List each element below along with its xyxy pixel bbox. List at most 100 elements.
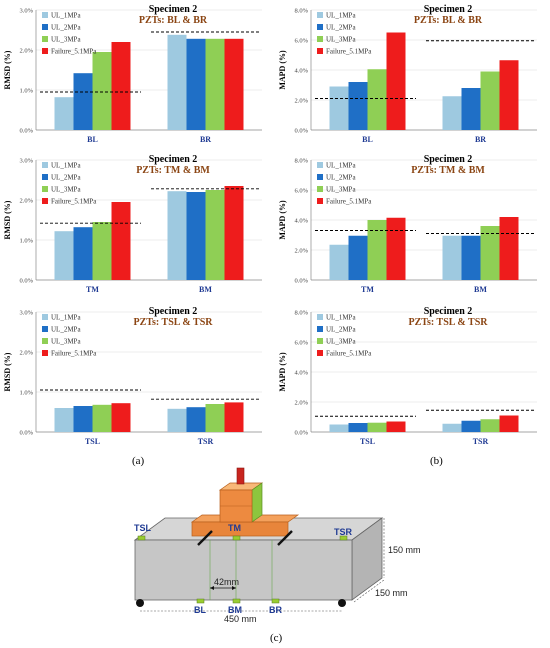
offset-arrow-right [232, 586, 236, 590]
left-roller-support [136, 599, 144, 607]
chart1-legend-label-UL_1MPa: UL_1MPa [326, 12, 356, 20]
dimension-length: 450 mm [224, 614, 257, 624]
chart3-ytick-2: 4.0% [294, 218, 308, 225]
chart0-bar-BL-UL_3MPa [92, 52, 112, 130]
chart0-ytick-3: 3.0% [19, 8, 33, 15]
chart1-ytick-4: 8.0% [294, 8, 308, 15]
chart3-legend-swatch-Failure_5.1MPa [317, 198, 323, 204]
chart5-ytick-4: 8.0% [294, 310, 308, 317]
chart4-subtitle: PZTs: TSL & TSR [133, 317, 213, 328]
chart4-bar-TSL-Failure_5.1MPa [111, 403, 131, 432]
chart1-legend-label-UL_3MPa: UL_3MPa [326, 36, 356, 44]
chart0-bar-BR-Failure_5.1MPa [224, 38, 244, 130]
chart2-bar-TM-Failure_5.1MPa [111, 202, 131, 280]
chart1-title: Specimen 2 [424, 4, 473, 15]
chart5-category-TSL: TSL [360, 437, 375, 446]
chart3-bar-TM-Failure_5.1MPa [386, 217, 406, 280]
chart3-bar-TM-UL_3MPa [367, 220, 387, 280]
chart2-legend-label-Failure_5.1MPa: Failure_5.1MPa [51, 198, 97, 206]
chart1-category-BL: BL [362, 135, 373, 144]
chart-rmsd-tsl-tsr: 0.0% 1.0% 2.0% 3.0% RMSD (%) TSL TSR Specimen 2… [3, 306, 262, 446]
chart1-legend-label-UL_2MPa: UL_2MPa [326, 24, 356, 32]
chart5-legend-swatch-Failure_5.1MPa [317, 350, 323, 356]
chart4-category-TSR: TSR [198, 437, 214, 446]
chart5-legend-swatch-UL_1MPa [317, 314, 323, 320]
chart4-bar-TSL-UL_2MPa [73, 406, 93, 432]
chart1-bar-BL-UL_3MPa [367, 69, 387, 130]
chart0-bar-BL-Failure_5.1MPa [111, 42, 131, 130]
chart2-bar-BM-UL_2MPa [186, 192, 206, 280]
chart5-legend-swatch-UL_2MPa [317, 326, 323, 332]
chart3-bar-BM-UL_2MPa [461, 235, 481, 280]
chart5-ylabel: MAPD (%) [278, 352, 287, 392]
chart4-bar-TSR-UL_3MPa [205, 404, 225, 432]
chart5-bar-TSL-UL_2MPa [348, 423, 368, 432]
chart2-legend-swatch-UL_2MPa [42, 174, 48, 180]
chart3-ylabel: MAPD (%) [278, 200, 287, 240]
chart4-ytick-3: 3.0% [19, 310, 33, 317]
chart2-legend-swatch-UL_1MPa [42, 162, 48, 168]
chart1-bar-BR-Failure_5.1MPa [499, 60, 519, 130]
chart1-ytick-0: 0.0% [294, 128, 308, 135]
chart3-category-TM: TM [361, 285, 374, 294]
chart2-legend-swatch-UL_3MPa [42, 186, 48, 192]
chart0-legend-label-UL_1MPa: UL_1MPa [51, 12, 81, 20]
chart4-category-TSL: TSL [85, 437, 100, 446]
chart5-ytick-1: 2.0% [294, 400, 308, 407]
pzt-tsl-patch [137, 535, 146, 541]
chart0-legend-label-Failure_5.1MPa: Failure_5.1MPa [51, 48, 97, 56]
label-tsr: TSR [334, 527, 353, 537]
chart3-bar-BM-Failure_5.1MPa [499, 217, 519, 280]
chart0-bar-BR-UL_2MPa [186, 38, 206, 130]
chart1-legend-swatch-UL_2MPa [317, 24, 323, 30]
chart5-legend-label-UL_2MPa: UL_2MPa [326, 326, 356, 334]
chart1-legend-swatch-UL_1MPa [317, 12, 323, 18]
chart1-ytick-1: 2.0% [294, 98, 308, 105]
label-tsl: TSL [134, 523, 152, 533]
chart4-ytick-1: 1.0% [19, 390, 33, 397]
chart4-bar-TSL-UL_1MPa [54, 408, 74, 432]
left-support-bar [197, 530, 213, 546]
chart4-legend-swatch-UL_2MPa [42, 326, 48, 332]
load-rod [236, 467, 245, 485]
chart4-bar-TSR-UL_1MPa [167, 408, 187, 432]
chart3-ytick-3: 6.0% [294, 188, 308, 195]
beam-front-face [134, 539, 353, 601]
chart-rmsd-tm-bm: 0.0% 1.0% 2.0% 3.0% RMSD (%) TM BM Specimen 2PZ… [3, 154, 262, 294]
chart5-legend-label-UL_3MPa: UL_3MPa [326, 338, 356, 346]
chart2-category-BM: BM [199, 285, 212, 294]
label-br: BR [269, 605, 282, 615]
chart5-bar-TSL-Failure_5.1MPa [386, 421, 406, 432]
width-dimension-line [353, 579, 385, 603]
chart3-category-BM: BM [474, 285, 487, 294]
chart-mapd-bl-br: 0.0% 2.0% 4.0% 6.0% 8.0% MAPD (%) BL BR Specimen… [278, 4, 537, 144]
chart1-category-BR: BR [475, 135, 486, 144]
right-support-bar [277, 530, 293, 546]
chart5-ytick-2: 4.0% [294, 370, 308, 377]
chart3-legend-label-UL_3MPa: UL_3MPa [326, 186, 356, 194]
chart4-legend-label-UL_3MPa: UL_3MPa [51, 338, 81, 346]
chart4-legend-swatch-UL_1MPa [42, 314, 48, 320]
chart3-bar-BM-UL_1MPa [442, 235, 462, 280]
chart4-bar-TSR-Failure_5.1MPa [224, 402, 244, 432]
chart5-legend-label-Failure_5.1MPa: Failure_5.1MPa [326, 350, 372, 358]
chart1-bar-BR-UL_1MPa [442, 96, 462, 130]
chart1-legend-swatch-Failure_5.1MPa [317, 48, 323, 54]
chart2-category-TM: TM [86, 285, 99, 294]
chart1-bar-BR-UL_2MPa [461, 88, 481, 130]
chart4-legend-swatch-Failure_5.1MPa [42, 350, 48, 356]
chart2-bar-TM-UL_3MPa [92, 222, 112, 280]
right-roller-support [338, 599, 346, 607]
chart0-ytick-1: 1.0% [19, 88, 33, 95]
chart2-legend-label-UL_1MPa: UL_1MPa [51, 162, 81, 170]
label-tm: TM [228, 523, 241, 533]
chart5-title: Specimen 2 [424, 306, 473, 317]
panel-label-c: (c) [270, 632, 283, 644]
panel-label-a: (a) [132, 455, 145, 467]
chart2-ytick-2: 2.0% [19, 198, 33, 205]
chart2-ylabel: RMSD (%) [3, 200, 12, 239]
chart2-legend-label-UL_2MPa: UL_2MPa [51, 174, 81, 182]
chart-rmsd-bl-br: 0.0% 1.0% 2.0% 3.0% RMSD (%) BL BR Specimen 2PZ… [3, 4, 262, 144]
pzt-bm-patch [232, 598, 241, 604]
chart5-legend-label-UL_1MPa: UL_1MPa [326, 314, 356, 322]
